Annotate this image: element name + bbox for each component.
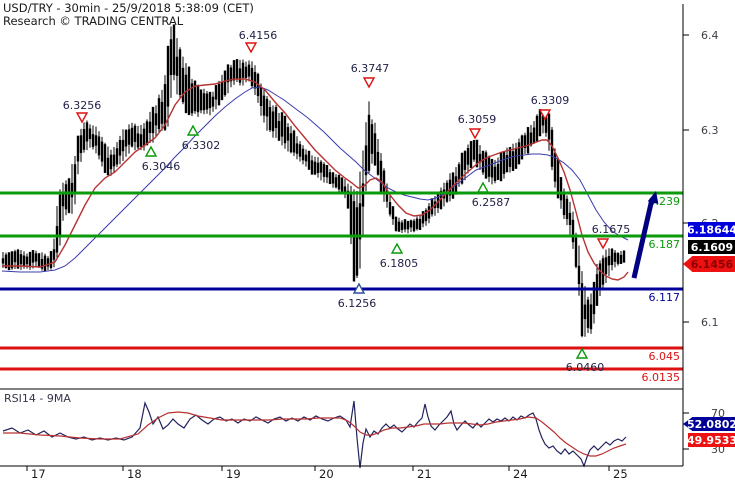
marker-label: 6.2587: [472, 196, 511, 209]
day-tick-label: 17: [31, 467, 46, 480]
marker-label: 6.1805: [380, 257, 419, 270]
trend-forecast-arrow: [631, 191, 659, 279]
candlestick-series: [1, 24, 626, 338]
price-badge-bid: [688, 222, 735, 237]
rsi-badge-ma: [688, 433, 735, 447]
day-tick-label: 19: [226, 467, 241, 480]
support-marker: [144, 145, 158, 157]
rsi-badge-ma-text: 49.9533: [687, 434, 735, 447]
day-tick-label: 24: [513, 467, 528, 480]
price-badge-current: [688, 240, 735, 254]
price-tick-label: 6.4: [701, 29, 719, 42]
moving-average-lines: [1, 78, 629, 281]
rsi-indicator-lines: [2, 400, 627, 469]
rsi-line: [2, 400, 627, 469]
price-badge-low: [692, 256, 735, 272]
marker-label: 6.3059: [458, 113, 497, 126]
rsi-badge-value-arrow: [683, 417, 693, 431]
resistance-marker: [244, 42, 258, 54]
pivot-markers: 6.3256 6.4156 6.3747 6.3059 6.3309 6.1675 6.30…: [63, 29, 631, 374]
resistance-marker: [596, 238, 610, 250]
rsi-badge-value: [692, 417, 735, 431]
price-badge-bid-text: 6.18644: [687, 224, 735, 237]
marker-label: 6.3747: [351, 62, 390, 75]
marker-label: 6.3302: [182, 139, 221, 152]
price-badge-low-text: 6.1456: [691, 258, 734, 271]
price-tick-label: 6.1: [701, 316, 719, 329]
price-badges: 6.18644 6.1609 6.1456 52.0802 49.9533: [683, 222, 735, 447]
marker-label: 6.3256: [63, 99, 102, 112]
support-marker: [390, 242, 404, 254]
support-marker: [476, 181, 490, 193]
chart-title: USD/TRY - 30min - 25/9/2018 5:38:09 (CET…: [3, 1, 254, 15]
price-badge-current-text: 6.1609: [691, 241, 733, 254]
level-label: 6.117: [649, 291, 681, 304]
resistance-marker: [362, 77, 376, 89]
price-badge-low-arrow: [683, 256, 693, 272]
day-tick-label: 25: [613, 467, 628, 480]
rsi-badge-value-text: 52.0802: [687, 418, 735, 431]
level-label: 6.045: [649, 350, 681, 363]
support-marker: [352, 282, 366, 294]
support-marker: [575, 347, 589, 359]
marker-label: 6.0460: [566, 361, 605, 374]
marker-label: 6.1256: [338, 297, 377, 310]
trend-arrow-shaft: [631, 198, 655, 279]
marker-label: 6.1675: [592, 223, 631, 236]
ma-line-blue: [1, 86, 629, 273]
level-label: 6.0135: [642, 371, 681, 384]
marker-label: 6.3046: [142, 160, 181, 173]
marker-label: 6.4156: [239, 29, 278, 42]
rsi-tick-label: 70: [711, 407, 725, 420]
trend-arrow-head: [647, 191, 659, 204]
level-label: 6.187: [649, 238, 681, 251]
rsi-label: RSI14 - 9MA: [4, 392, 71, 405]
rsi-ma-line: [3, 411, 627, 457]
marker-label: 6.3309: [531, 94, 570, 107]
resistance-marker: [538, 109, 552, 121]
ma-line-red: [2, 78, 629, 281]
resistance-marker: [75, 112, 89, 124]
resistance-marker: [468, 128, 482, 140]
day-tick-label: 21: [417, 467, 432, 480]
support-marker: [186, 124, 200, 136]
price-tick-label: 6.3: [701, 124, 719, 137]
day-tick-label: 18: [127, 467, 142, 480]
day-tick-label: 20: [319, 467, 334, 480]
chart-source: Research © TRADING CENTRAL: [3, 14, 184, 28]
